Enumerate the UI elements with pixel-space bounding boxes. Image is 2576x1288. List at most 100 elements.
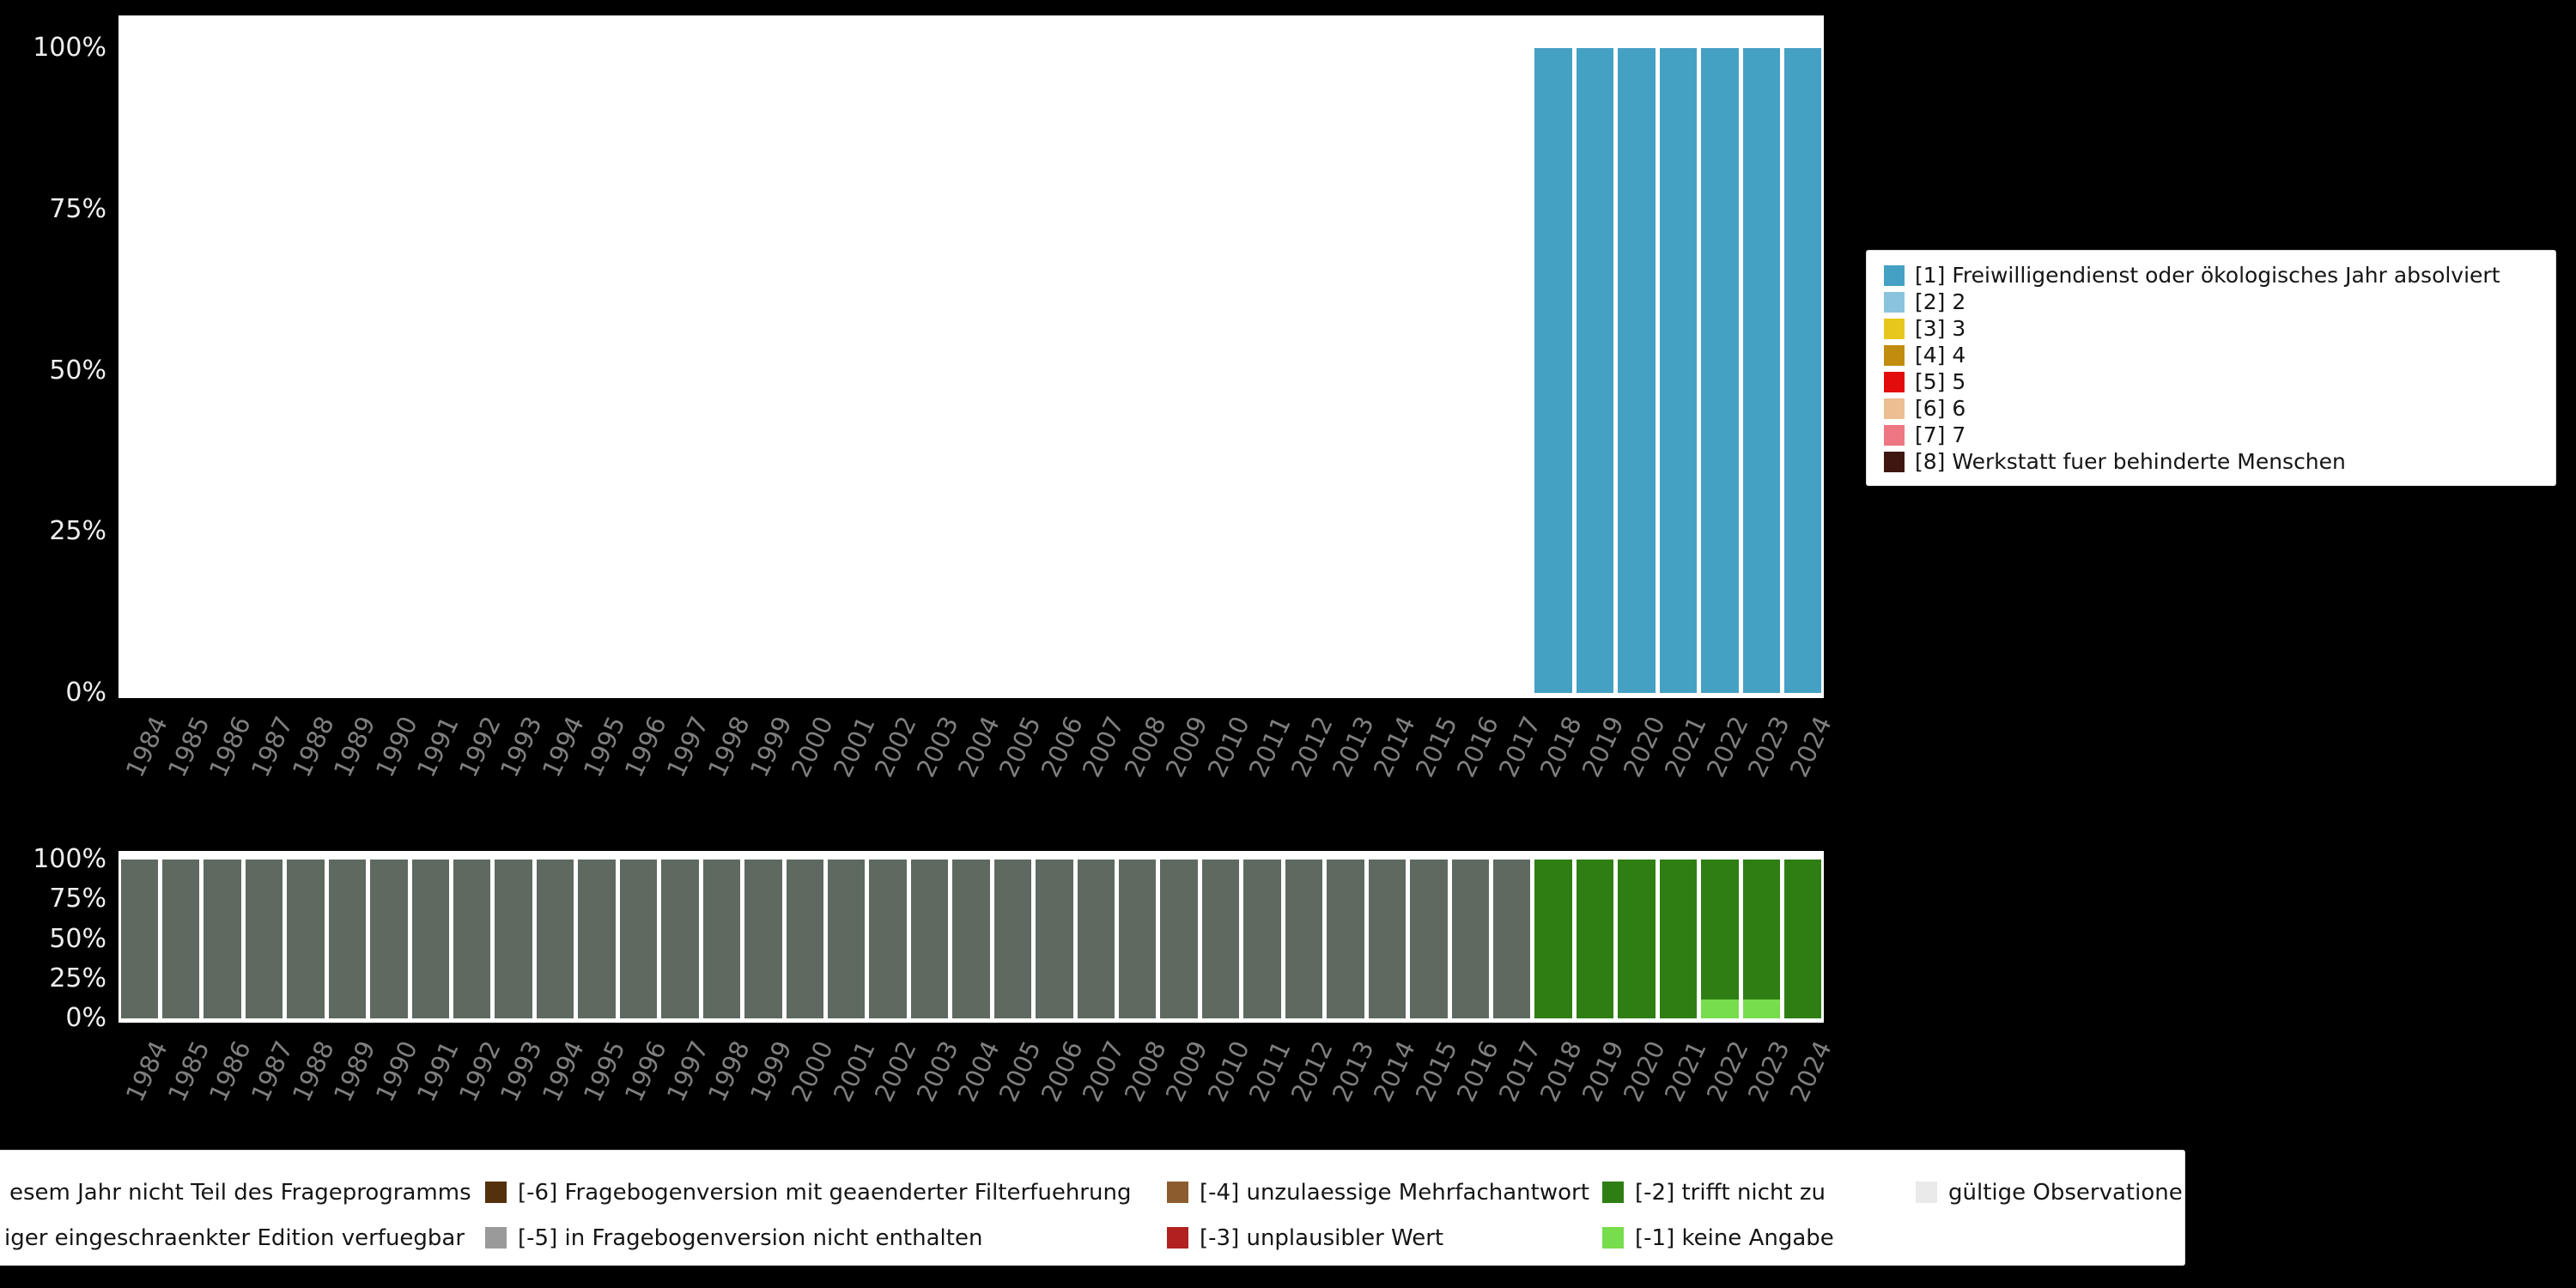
bar-segment-2007 xyxy=(1077,860,1115,1018)
x-tick-label: 1994 xyxy=(536,1036,590,1107)
bar-segment-2020 xyxy=(1618,860,1656,1018)
legend-item: [-1] keine Angabe xyxy=(1602,1225,1834,1251)
legend-label: [3] 3 xyxy=(1915,316,1966,341)
x-tick-label: 1985 xyxy=(161,712,216,782)
legend-label: iger eingeschraenkter Edition verfuegbar xyxy=(4,1224,465,1251)
y-tick-label: 0% xyxy=(65,677,106,708)
legend-swatch xyxy=(1884,451,1905,472)
x-tick-label: 2005 xyxy=(993,712,1048,782)
x-tick-label: 2015 xyxy=(1409,712,1463,782)
x-tick-label: 1995 xyxy=(577,712,631,782)
legend-item: iger eingeschraenkter Edition verfuegbar xyxy=(4,1224,465,1251)
bar-segment-2016 xyxy=(1451,860,1489,1018)
top-chart-legend: [1] Freiwilligendienst oder ökologisches… xyxy=(1866,250,2556,486)
x-tick-label: 1992 xyxy=(453,712,507,782)
legend-item: [3] 3 xyxy=(1884,315,2555,342)
x-tick-label: 2019 xyxy=(1576,712,1630,782)
x-tick-label: 1985 xyxy=(161,1036,216,1107)
bar-segment-2013 xyxy=(1327,860,1364,1018)
legend-label: [-4] unzulaessige Mehrfachantwort xyxy=(1200,1179,1589,1206)
x-tick-label: 1988 xyxy=(286,712,340,782)
x-tick-label: 2010 xyxy=(1201,712,1255,782)
y-tick-label: 75% xyxy=(49,884,106,914)
x-tick-label: 1990 xyxy=(369,712,423,782)
x-tick-label: 1986 xyxy=(203,1036,257,1107)
bar-segment-2021 xyxy=(1659,48,1698,693)
legend-item: [4] 4 xyxy=(1884,342,2555,368)
legend-label: [1] Freiwilligendienst oder ökologisches… xyxy=(1915,263,2500,288)
x-tick-label: 1999 xyxy=(744,1036,798,1107)
x-tick-label: 1991 xyxy=(411,1036,465,1107)
bar-segment-2019 xyxy=(1576,860,1614,1018)
bar-segment-1992 xyxy=(453,860,491,1018)
x-tick-label: 1998 xyxy=(702,712,756,782)
y-tick-label: 75% xyxy=(49,193,106,224)
x-tick-label: 2004 xyxy=(951,712,1005,782)
legend-label: [8] Werkstatt fuer behinderte Menschen xyxy=(1915,449,2346,474)
legend-swatch xyxy=(485,1227,507,1249)
bar-segment-2006 xyxy=(1036,860,1073,1018)
legend-label: esem Jahr nicht Teil des Frageprogramms xyxy=(9,1179,471,1206)
x-tick-label: 2007 xyxy=(1077,1036,1131,1107)
bar-segment-1988 xyxy=(287,860,325,1018)
bar-segment-2018 xyxy=(1534,860,1572,1018)
y-tick-label: 50% xyxy=(49,355,106,386)
bar-segment-2023 xyxy=(1742,860,1781,999)
bar-segment-2024 xyxy=(1784,48,1822,693)
legend-item: [5] 5 xyxy=(1884,368,2555,395)
bar-segment-2008 xyxy=(1119,860,1157,1018)
x-tick-label: 2017 xyxy=(1492,1036,1546,1107)
legend-swatch xyxy=(1884,291,1905,313)
x-tick-label: 2011 xyxy=(1242,1036,1297,1107)
x-tick-label: 2000 xyxy=(786,712,840,782)
bar-segment-2004 xyxy=(952,860,990,1018)
x-tick-label: 1986 xyxy=(203,712,257,782)
bar-segment-1995 xyxy=(578,860,616,1018)
x-tick-label: 2021 xyxy=(1659,712,1713,782)
x-tick-label: 2003 xyxy=(910,1036,964,1107)
x-tick-label: 2000 xyxy=(786,1036,840,1107)
x-tick-label: 2001 xyxy=(827,712,881,782)
bar-segment-1990 xyxy=(370,860,408,1018)
x-tick-label: 2002 xyxy=(868,712,922,782)
x-tick-label: 2024 xyxy=(1783,1036,1838,1107)
x-tick-label: 2021 xyxy=(1659,1036,1713,1107)
y-tick-label: 25% xyxy=(49,963,106,993)
x-tick-label: 1998 xyxy=(702,1036,756,1107)
x-tick-label: 2015 xyxy=(1409,1036,1463,1107)
legend-label: [-2] trifft nicht zu xyxy=(1635,1179,1826,1206)
x-tick-label: 2005 xyxy=(993,1036,1048,1107)
x-tick-label: 2006 xyxy=(1035,1036,1089,1107)
bar-segment-2002 xyxy=(869,860,907,1018)
bar-segment-1994 xyxy=(536,860,574,1018)
legend-item: [2] 2 xyxy=(1884,289,2555,315)
x-tick-label: 1995 xyxy=(577,1036,631,1107)
x-tick-label: 1984 xyxy=(120,1036,174,1107)
legend-item: esem Jahr nicht Teil des Frageprogramms xyxy=(9,1179,471,1206)
x-tick-label: 2013 xyxy=(1326,1036,1380,1107)
bar-segment-2022 xyxy=(1701,48,1739,693)
legend-item: [7] 7 xyxy=(1884,422,2555,448)
bar-segment-2023 xyxy=(1742,48,1781,693)
x-tick-label: 1992 xyxy=(453,1036,507,1107)
bar-segment-1985 xyxy=(161,860,200,1018)
legend-swatch xyxy=(485,1182,507,1203)
x-tick-label: 2009 xyxy=(1159,712,1214,782)
x-tick-label: 2010 xyxy=(1201,1036,1255,1107)
x-tick-label: 2022 xyxy=(1700,1036,1754,1107)
bar-segment-2018 xyxy=(1534,48,1572,693)
x-tick-label: 2008 xyxy=(1118,1036,1172,1107)
bar-segment-2022 xyxy=(1701,999,1739,1018)
x-tick-label: 2024 xyxy=(1783,712,1838,782)
x-tick-label: 1989 xyxy=(328,1036,382,1107)
legend-swatch xyxy=(1916,1182,1937,1203)
legend-item: [-2] trifft nicht zu xyxy=(1602,1179,1826,1206)
bar-segment-1999 xyxy=(744,860,782,1018)
bar-segment-1998 xyxy=(702,860,741,1018)
legend-label: [-3] unplausibler Wert xyxy=(1200,1224,1444,1251)
bar-segment-2022 xyxy=(1701,860,1739,999)
x-tick-label: 2017 xyxy=(1492,712,1546,782)
legend-label: gültige Observationen xyxy=(1948,1179,2185,1206)
missing-codes-legend: esem Jahr nicht Teil des Frageprogramms [… xyxy=(0,1150,2185,1266)
legend-item: [1] Freiwilligendienst oder ökologisches… xyxy=(1884,262,2555,289)
